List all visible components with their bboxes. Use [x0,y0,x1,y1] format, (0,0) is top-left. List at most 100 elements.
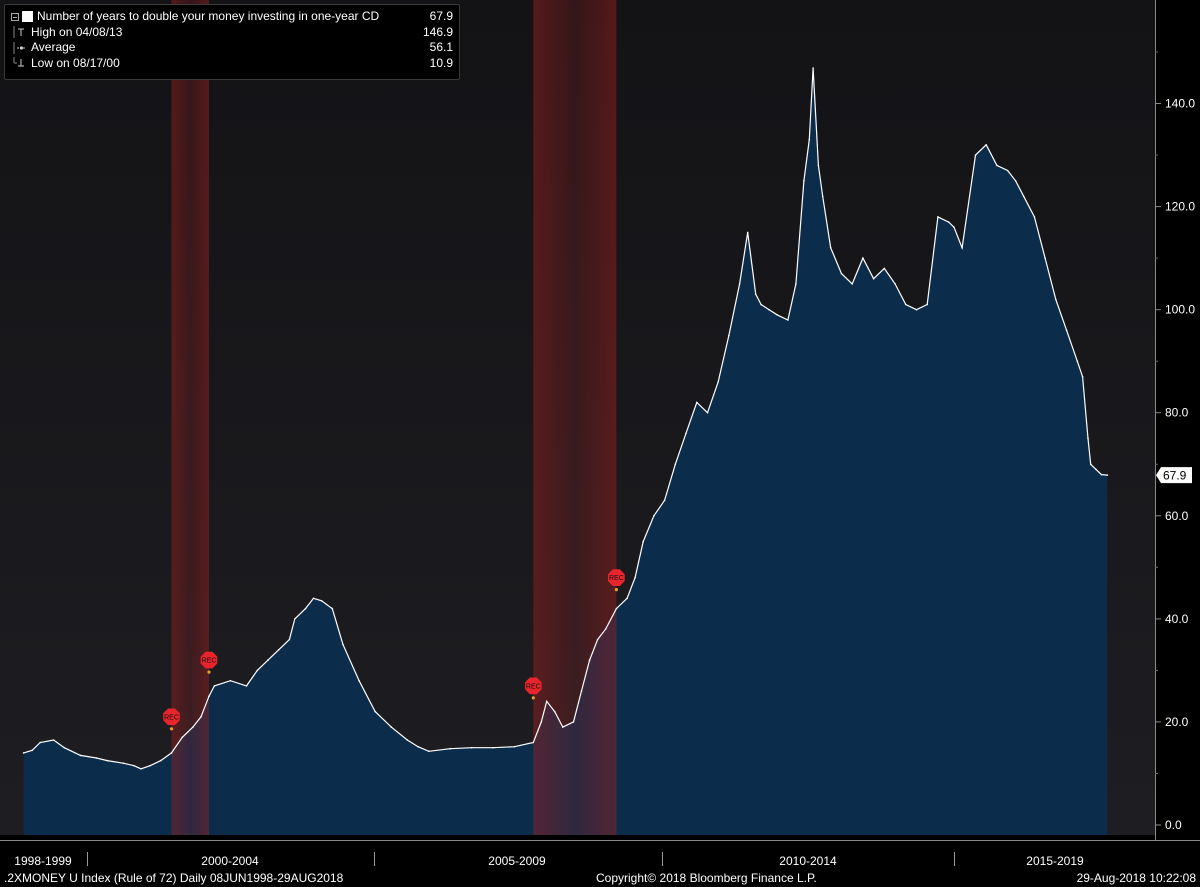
series-point [133,764,135,767]
rec-marker-label: REC [164,714,179,721]
series-point [406,739,409,741]
series-point [149,764,151,767]
x-period-label: 1998-1999 [14,854,72,868]
series-point [926,303,928,306]
x-period-label: 2010-2014 [779,854,837,868]
collapse-icon[interactable] [11,12,19,21]
series-point [974,154,977,156]
series-point [738,283,741,285]
high-marker-icon [13,26,24,39]
series-point [862,257,864,259]
series-point [428,750,430,753]
series-point [22,752,25,754]
series-point [1076,360,1079,363]
series-point [872,277,875,280]
series-point [320,600,323,602]
footer-timestamp: 29-Aug-2018 10:22:08 [1076,871,1196,885]
series-point [267,659,269,661]
series-point [1006,169,1009,172]
series-point [1055,298,1057,301]
average-marker-icon [13,41,26,54]
footer-bar: .2XMONEY U Index (Rule of 72) Daily 08JU… [0,869,1200,887]
series-point [192,726,194,728]
series-point [417,745,419,748]
series-point [953,226,955,228]
series-point [937,216,939,218]
series-point [358,679,360,682]
rec-marker: REC [525,677,542,700]
rec-marker-octagon [163,708,180,726]
y-tick-label: 80.0 [1165,406,1189,420]
series-point [208,695,210,697]
series-point [1095,468,1097,471]
x-period-label: 2015-2019 [1026,854,1084,868]
series-point [95,757,98,759]
legend-row-low[interactable]: Low on 08/17/00 10.9 [11,56,453,72]
series-point [140,768,142,770]
series-point [256,669,259,672]
series-point [562,726,564,728]
series-point [294,618,296,620]
rec-marker-octagon [200,651,218,669]
series-point [122,762,125,764]
series-point [181,736,183,739]
series-point [160,759,162,762]
last-value-flag [1156,467,1192,484]
series-point [1065,329,1068,332]
legend-high-label: High on 04/08/13 [31,24,123,39]
recession-band-2 [533,0,617,835]
rec-marker-dot [531,696,535,700]
series-point [170,752,173,754]
series-point [513,745,516,748]
series-point [39,741,41,744]
series-point [829,247,832,249]
series-point [540,721,543,723]
rec-marker-octagon [525,677,542,695]
legend-row-series[interactable]: Number of years to double your money inv… [11,9,453,25]
x-period-label: 2005-2009 [488,854,546,868]
series-point [717,381,719,383]
footer-copyright: Copyright© 2018 Bloomberg Finance L.P. [596,871,817,885]
series-point [803,180,805,182]
series-point [545,700,548,703]
series-point [1081,375,1084,378]
series-point [746,231,749,234]
series-point [200,716,202,718]
legend-low-label: Low on 08/17/00 [31,55,120,70]
y-tick-label: 140.0 [1165,97,1195,111]
rec-marker-octagon [608,569,625,586]
series-point [553,710,556,713]
series-point [449,747,452,750]
series-point [776,314,778,316]
series-point [817,164,820,167]
series-point [342,643,344,646]
y-tick-label: 60.0 [1165,509,1189,523]
series-point [106,759,108,762]
series-point [312,597,315,600]
x-period-label: 2000-2004 [201,854,259,868]
series-point [1033,216,1036,218]
series-point [1044,257,1046,259]
y-tick-label: 20.0 [1165,715,1189,729]
series-point [492,746,494,749]
legend-box[interactable]: Number of years to double your money inv… [4,4,460,80]
rec-marker-label: REC [609,575,624,582]
series-point [663,499,666,502]
legend-low-value: 10.9 [429,55,453,70]
series-point [674,463,677,466]
legend-row-high[interactable]: High on 04/08/13 146.9 [11,25,453,41]
series-point [390,726,393,728]
series-point [851,283,853,285]
legend-average-label: Average [31,40,76,54]
series-swatch-icon [22,11,33,23]
series-point [277,649,280,651]
last-value-label: 67.9 [1163,469,1187,483]
series-point [696,401,698,404]
legend-row-average[interactable]: Average 56.1 [11,40,453,56]
series-point [821,195,824,198]
series-point [374,710,377,713]
series-point [768,308,770,311]
series-point [653,515,655,517]
series-point [996,164,998,167]
